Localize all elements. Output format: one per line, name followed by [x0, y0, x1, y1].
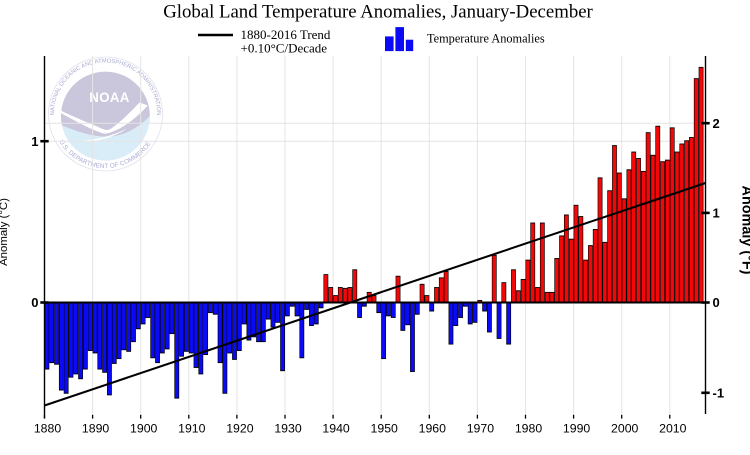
svg-text:2: 2 [713, 116, 720, 131]
svg-text:1930: 1930 [274, 422, 302, 436]
svg-text:1980: 1980 [515, 422, 543, 436]
svg-text:2010: 2010 [659, 422, 687, 436]
svg-text:+0.10°C/Decade: +0.10°C/Decade [241, 41, 328, 56]
svg-text:Anomaly (°C): Anomaly (°C) [0, 198, 10, 266]
svg-text:Anomaly (°F): Anomaly (°F) [739, 186, 750, 275]
svg-text:1: 1 [713, 206, 720, 221]
svg-text:1890: 1890 [82, 422, 110, 436]
svg-text:Global Land Temperature Anomal: Global Land Temperature Anomalies, Janua… [163, 2, 593, 23]
svg-text:1940: 1940 [322, 422, 350, 436]
svg-text:0: 0 [713, 295, 720, 310]
svg-text:0: 0 [31, 295, 38, 310]
svg-text:1900: 1900 [130, 422, 158, 436]
svg-text:NOAA: NOAA [89, 90, 130, 106]
svg-text:1920: 1920 [226, 422, 254, 436]
svg-text:Temperature Anomalies: Temperature Anomalies [427, 31, 545, 45]
svg-text:1880: 1880 [34, 422, 62, 436]
svg-text:-1: -1 [713, 385, 725, 400]
svg-text:1: 1 [31, 134, 38, 149]
svg-text:2000: 2000 [611, 422, 639, 436]
svg-text:1950: 1950 [371, 422, 399, 436]
svg-text:1990: 1990 [563, 422, 591, 436]
svg-text:1970: 1970 [467, 422, 495, 436]
svg-text:1960: 1960 [419, 422, 447, 436]
svg-text:1910: 1910 [178, 422, 206, 436]
